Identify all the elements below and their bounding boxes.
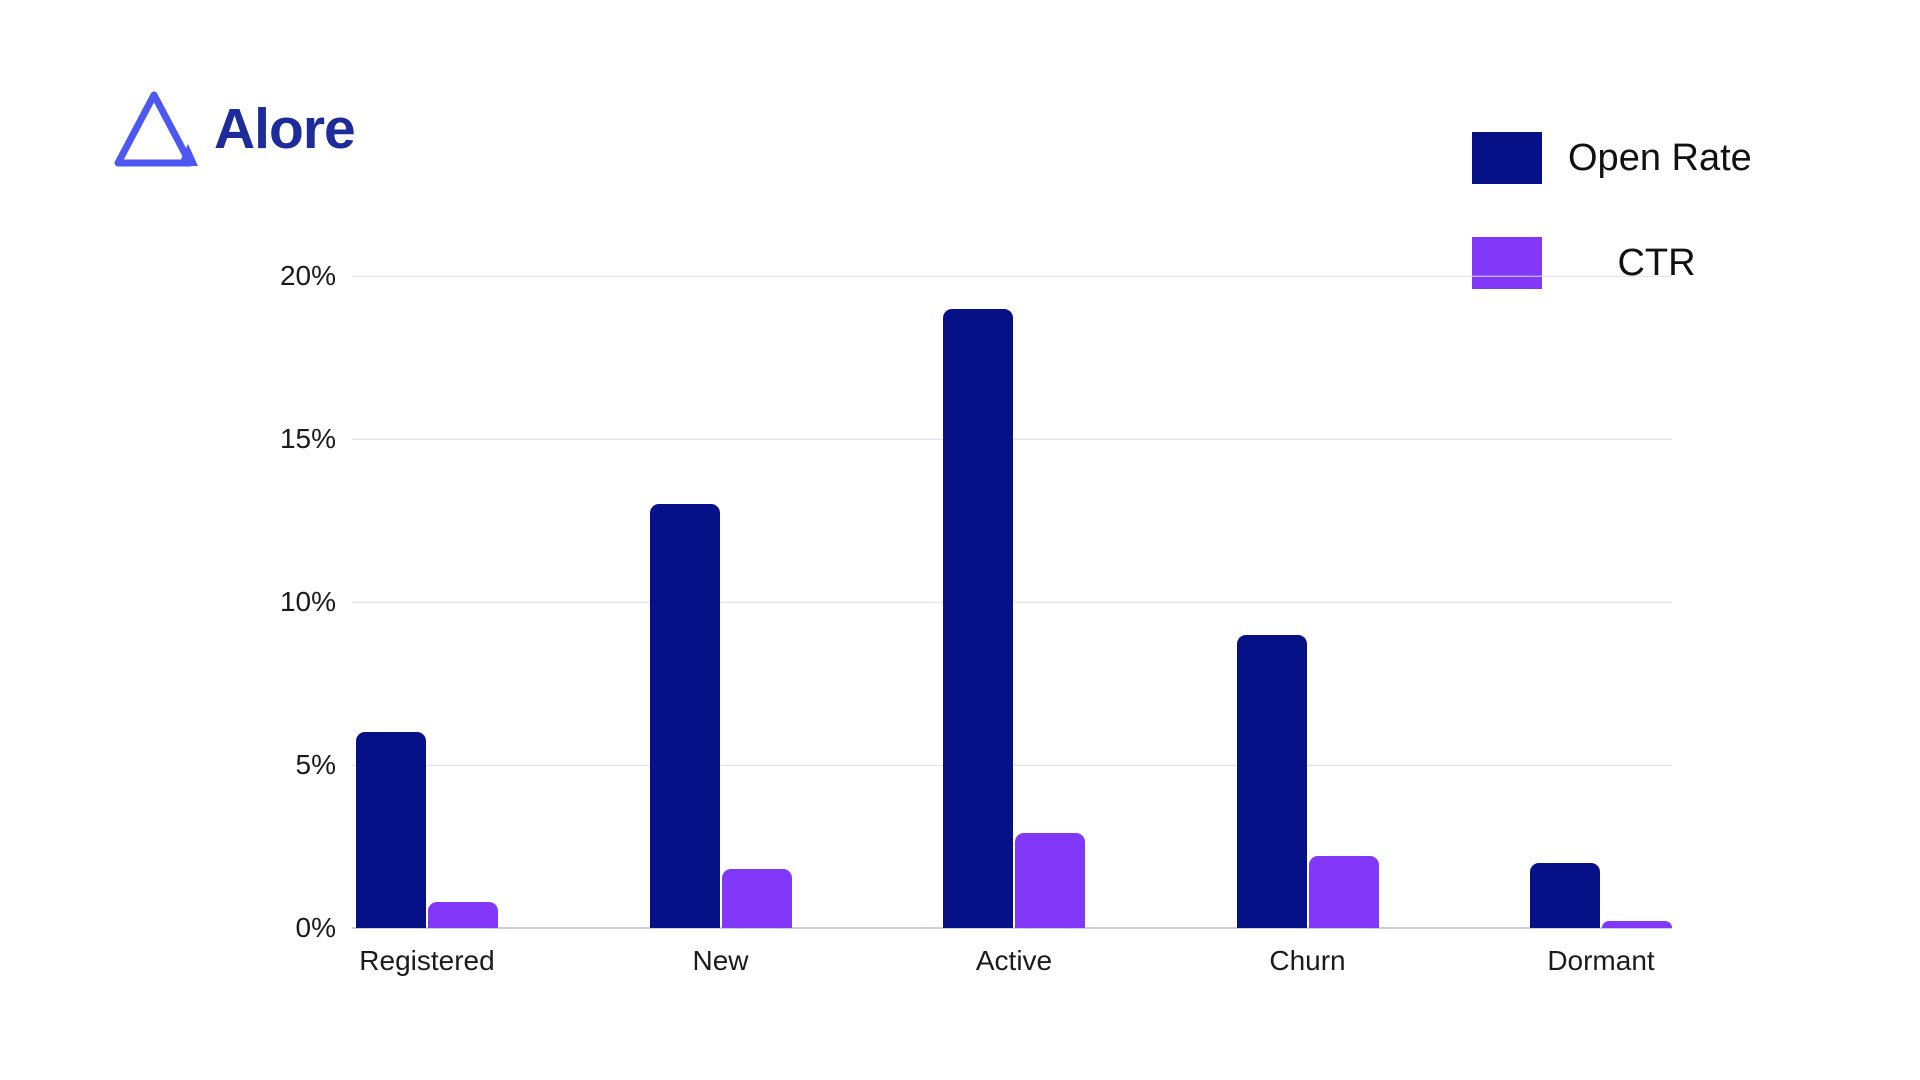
brand-name: Alore bbox=[214, 96, 356, 161]
open-rate-swatch-icon bbox=[1472, 132, 1542, 184]
bar-open-rate-churn bbox=[1236, 634, 1307, 928]
bar-group-churn bbox=[1236, 276, 1379, 928]
y-tick-5-: 5% bbox=[295, 749, 336, 780]
bar-ctr-registered bbox=[428, 901, 498, 928]
bar-open-rate-active bbox=[943, 308, 1013, 928]
y-tick-10-: 10% bbox=[279, 586, 336, 617]
x-tick-registered: Registered bbox=[359, 945, 495, 976]
y-tick-20-: 20% bbox=[279, 260, 336, 291]
x-tick-churn: Churn bbox=[1269, 945, 1346, 976]
legend-label-open-rate: Open Rate bbox=[1568, 137, 1752, 179]
x-tick-active: Active bbox=[975, 945, 1053, 976]
bar-ctr-dormant bbox=[1602, 921, 1672, 928]
plot-area: 0% 5% 10% 15% 20% Registered New Active Churn Dor… bbox=[280, 262, 1672, 976]
brand-logo: Alore bbox=[110, 88, 356, 170]
y-tick-15-: 15% bbox=[279, 423, 336, 454]
bar-group-new bbox=[649, 276, 792, 928]
chart-legend: Open Rate CTR bbox=[1472, 132, 1752, 342]
gridline-20- bbox=[352, 275, 1672, 277]
bar-group-dormant bbox=[1530, 276, 1672, 928]
x-tick-new: New bbox=[692, 945, 749, 976]
alore-triangle-logo-icon bbox=[114, 91, 198, 167]
bar-open-rate-new bbox=[649, 504, 720, 928]
bar-group-active bbox=[943, 276, 1085, 928]
x-tick-dormant: Dormant bbox=[1547, 945, 1655, 976]
bar-group-registered bbox=[356, 276, 498, 928]
bar-ctr-active bbox=[1015, 833, 1085, 928]
legend-label-ctr: CTR bbox=[1617, 242, 1696, 284]
legend-item-ctr: CTR bbox=[1472, 237, 1745, 289]
legend-item-open-rate: Open Rate bbox=[1472, 132, 1752, 184]
bar-open-rate-registered bbox=[356, 732, 426, 928]
bar-ctr-new bbox=[721, 869, 792, 928]
bar-open-rate-dormant bbox=[1530, 862, 1600, 928]
gridline-0- bbox=[352, 927, 1672, 929]
ctr-swatch-icon bbox=[1472, 237, 1542, 289]
bar-ctr-churn bbox=[1308, 856, 1379, 928]
y-tick-0-: 0% bbox=[295, 912, 336, 943]
